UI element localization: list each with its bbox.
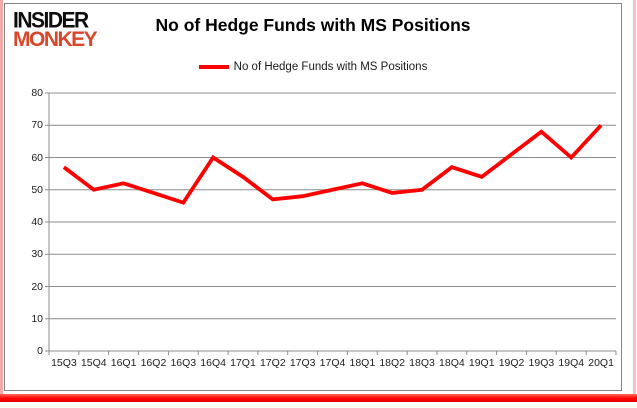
legend: No of Hedge Funds with MS Positions: [5, 61, 621, 73]
y-tick-label: 0: [37, 345, 43, 357]
x-tick-label: 17Q1: [230, 357, 256, 369]
x-tick-label: 16Q2: [140, 357, 167, 369]
legend-line-swatch: [198, 65, 229, 69]
insider-monkey-logo: INSIDER MONKEY: [13, 8, 98, 52]
plot-svg: [45, 92, 617, 355]
y-tick-label: 30: [31, 248, 43, 261]
y-tick-label: 20: [31, 280, 43, 293]
frame-edge-left: [0, 0, 3, 396]
frame-edge-right: [633, 0, 636, 396]
data-series-line: [62, 123, 603, 205]
chart-title: No of Hedge Funds with MS Positions: [155, 15, 471, 35]
x-tick-label: 19Q3: [528, 357, 555, 369]
x-tick-label: 20Q1: [588, 357, 614, 369]
logo-word-monkey: MONKEY: [13, 28, 98, 52]
x-tick-label: 19Q4: [558, 357, 585, 369]
x-tick-label: 15Q3: [51, 357, 77, 369]
y-tick-label: 40: [31, 216, 43, 228]
x-tick-label: 19Q2: [498, 357, 525, 369]
frame-edge-bottom: [0, 394, 637, 402]
x-tick-label: 18Q2: [379, 357, 406, 369]
x-tick-label: 18Q4: [439, 357, 465, 369]
y-tick-label: 10: [31, 312, 43, 325]
logo-word-insider: INSIDER: [13, 8, 89, 33]
chart-container: INSIDER MONKEY No of Hedge Funds with MS…: [4, 3, 622, 391]
x-tick-label: 18Q1: [349, 357, 376, 369]
x-tick-label: 17Q2: [259, 357, 286, 369]
x-tick-label: 15Q4: [80, 357, 107, 369]
x-tick-label: 19Q1: [468, 357, 495, 369]
x-tick-label: 17Q4: [319, 357, 346, 369]
legend-label: No of Hedge Funds with MS Positions: [233, 61, 428, 73]
x-tick-label: 16Q3: [170, 357, 197, 369]
x-tick-label: 16Q4: [200, 357, 226, 369]
x-tick-label: 16Q1: [110, 357, 137, 369]
x-tick-label: 18Q3: [409, 357, 435, 369]
y-tick-label: 50: [31, 183, 43, 196]
y-tick-label: 80: [31, 87, 43, 99]
y-tick-label: 60: [31, 151, 43, 164]
y-tick-label: 70: [31, 119, 43, 132]
x-tick-label: 17Q3: [289, 357, 316, 369]
